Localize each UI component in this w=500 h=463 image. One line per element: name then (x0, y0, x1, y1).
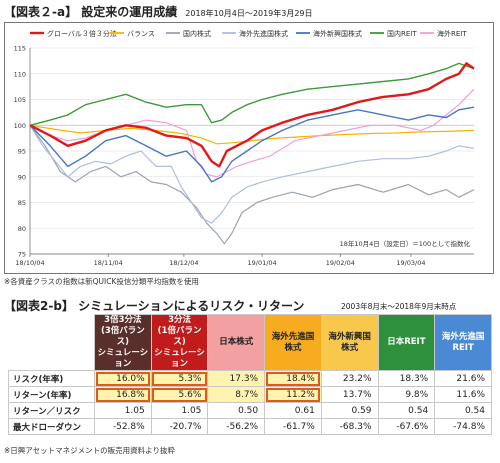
series-line-5 (29, 62, 475, 126)
table-cell: 13.7% (320, 386, 379, 403)
y-tick-label: 100 (14, 122, 26, 130)
header-emerging-equity: 海外新興国 株式 (320, 314, 379, 371)
table-cell: 5.3% (150, 370, 209, 387)
figure-a-title-text: 【図表２-a】 設定来の運用成績 (4, 5, 178, 19)
table-row-risk: リスク(年率) 16.0% 5.3% 17.3% 18.4% 23.2% 18.… (8, 370, 492, 387)
table-cell: 9.8% (377, 386, 436, 403)
series-line-0 (29, 62, 475, 168)
table-header-row: 3倍3分法 (3倍バランス) シミュレーション 3分法 (1倍バランス) シミュレーショ… (8, 314, 492, 371)
y-tick-label: 110 (14, 70, 26, 78)
row-label: リスク(年率) (8, 370, 95, 387)
y-tick-label: 85 (18, 199, 26, 207)
table-cell: -67.6% (377, 418, 436, 435)
y-tick-label: 90 (18, 173, 26, 181)
chart-annotation: 18年10月4日（設定日）＝100として指数化 (340, 239, 471, 248)
table-cell: 1.05 (150, 402, 209, 419)
column-header-line: 株式 (341, 342, 359, 353)
column-header-line: REIT (452, 342, 474, 353)
table-cell: 0.54 (434, 402, 492, 419)
table-cell: -61.7% (264, 418, 322, 435)
table-cell: 11.6% (434, 386, 492, 403)
figure-b-note: ※日興アセットマネジメントの販売用資料より抜粋 (4, 446, 175, 455)
x-tick-label: 18/12/04 (169, 259, 198, 267)
chart-legend: グローバル３倍３分法 バランス 国内株式 海外先進国株式 海外新興国株式 国内REIT 海外… (30, 29, 467, 38)
legend-label: バランス (127, 30, 155, 38)
figure-b-period: 2003年8月末～2018年9月末時点 (341, 302, 457, 311)
table-cell: 0.59 (320, 402, 379, 419)
table-cell: 18.4% (264, 370, 322, 387)
table-cell: -52.8% (94, 418, 152, 435)
table-cell: 5.6% (150, 386, 209, 403)
x-tick-label: 18/11/04 (94, 259, 123, 267)
table-cell: 8.7% (207, 386, 266, 403)
y-tick-label: 105 (14, 96, 26, 104)
series-line-2 (29, 124, 475, 245)
column-header-line: 日本REIT (387, 337, 426, 347)
figure-a-period: 2018年10月4日～2019年3月29日 (185, 9, 313, 18)
row-label: 最大ドローダウン (8, 418, 95, 435)
column-header-line: 3倍3分法 (104, 315, 142, 325)
column-header-line: シミュレーション (154, 348, 205, 369)
row-label: リターン／リスク (8, 402, 95, 419)
table-cell: 18.3% (377, 370, 436, 387)
figure-b-title-text: 【図表2-b】 シミュレーションによるリスク・リターン (4, 299, 305, 313)
performance-line-chart: グローバル３倍３分法 バランス 国内株式 海外先進国株式 海外新興国株式 国内REIT 海外… (4, 22, 494, 274)
risk-return-table: 3倍3分法 (3倍バランス) シミュレーション 3分法 (1倍バランス) シミュレーショ… (8, 314, 492, 435)
table-cell: -68.3% (320, 418, 379, 435)
table-row-return: リターン(年率) 16.8% 5.6% 8.7% 11.2% 13.7% 9.8… (8, 386, 492, 403)
table-cell: -20.7% (150, 418, 209, 435)
column-header-line: シミュレーション (97, 348, 149, 369)
legend-label: 海外先進国株式 (239, 29, 288, 38)
figure-b-title: 【図表2-b】 シミュレーションによるリスク・リターン 2003年8月末～2018… (4, 297, 456, 314)
column-header-line: 海外先進国 (271, 331, 315, 342)
series-line-4 (29, 106, 475, 183)
series-line-3 (29, 124, 475, 224)
table-row-max-drawdown: 最大ドローダウン -52.8% -20.7% -56.2% -61.7% -68… (8, 418, 492, 435)
figure-a-note: ※各資産クラスの指数は新QUICK投信分類平均指数を使用 (4, 277, 199, 286)
column-header-line: 日本株式 (219, 337, 254, 347)
y-tick-label: 95 (18, 148, 26, 156)
table-row-return-risk: リターン／リスク 1.05 1.05 0.50 0.61 0.59 0.54 0… (8, 402, 492, 419)
figure-a-title: 【図表２-a】 設定来の運用成績 2018年10月4日～2019年3月29日 (4, 3, 313, 20)
legend-label: 海外REIT (437, 29, 467, 38)
column-header-line: (1倍バランス) (157, 326, 202, 347)
table-cell: 11.2% (264, 386, 322, 403)
column-header-line: 株式 (284, 342, 302, 353)
header-developed-equity: 海外先進国 株式 (264, 314, 322, 371)
table-cell: 17.3% (207, 370, 266, 387)
table-cell: 1.05 (94, 402, 152, 419)
table-cell: 21.6% (434, 370, 492, 387)
table-cell: 0.54 (377, 402, 436, 419)
table-cell: 16.8% (94, 386, 152, 403)
y-tick-label: 80 (18, 225, 26, 233)
legend-label: グローバル３倍３分法 (47, 29, 117, 38)
table-cell: 0.61 (264, 402, 322, 419)
table-cell: 16.0% (94, 370, 152, 387)
column-header-line: 海外先進国 (441, 331, 485, 342)
row-label: リターン(年率) (8, 386, 95, 403)
y-tick-label: 75 (18, 251, 26, 259)
x-tick-label: 19/02/04 (326, 259, 355, 267)
x-tick-label: 19/01/04 (247, 259, 276, 267)
legend-label: 海外新興国株式 (313, 29, 362, 38)
x-tick-label: 18/10/04 (15, 259, 44, 267)
legend-label: 国内REIT (387, 29, 417, 38)
chart-frame (4, 22, 494, 274)
header-corner (8, 314, 95, 371)
header-japan-equity: 日本株式 (207, 314, 266, 371)
header-developed-reit: 海外先進国 REIT (434, 314, 492, 371)
header-single-balance: 3分法 (1倍バランス) シミュレーション (150, 314, 209, 371)
column-header-line: (3倍バランス) (100, 326, 145, 347)
table-cell: 23.2% (320, 370, 379, 387)
column-header-line: 海外新興国 (328, 331, 371, 342)
legend-label: 国内株式 (183, 29, 211, 38)
x-tick-label: 19/03/04 (396, 259, 425, 267)
y-tick-label: 115 (14, 45, 26, 53)
table-cell: -74.8% (434, 418, 492, 435)
column-header-line: 3分法 (168, 315, 192, 325)
header-japan-reit: 日本REIT (377, 314, 436, 371)
table-cell: -56.2% (207, 418, 266, 435)
header-triple-balance: 3倍3分法 (3倍バランス) シミュレーション (94, 314, 152, 371)
table-cell: 0.50 (207, 402, 266, 419)
